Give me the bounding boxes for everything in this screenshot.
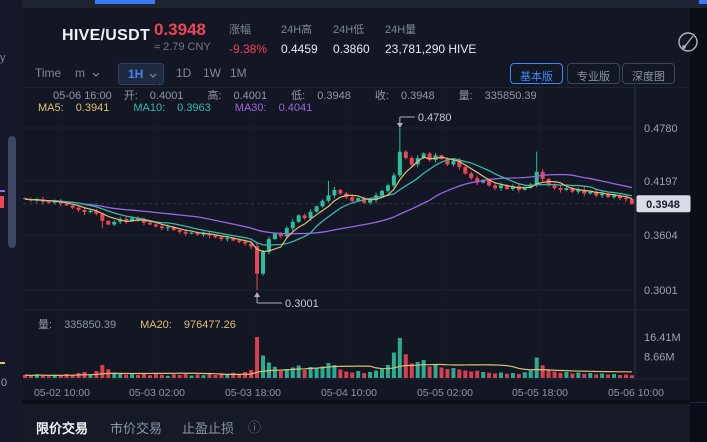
palette-icon[interactable]: [676, 30, 700, 54]
chevron-down-icon: [92, 66, 100, 80]
ma-legend: MA5: 0.3941 MA10: 0.3963 MA30: 0.4041: [38, 102, 336, 114]
top-progress-bar-end: [699, 0, 707, 4]
tab-limit-order[interactable]: 限价交易: [36, 421, 89, 436]
tab-market-order[interactable]: 市价交易: [110, 421, 163, 436]
high-value: 0.4459: [281, 42, 318, 56]
stat-24h-high: 24H高 0.4459: [281, 24, 318, 56]
left-panel-chart-fragment: [0, 196, 4, 208]
stat-change: 涨幅 -9.38%: [229, 24, 268, 56]
change-value: -9.38%: [229, 42, 268, 56]
volume-value: 23,781,290 HIVE: [385, 42, 477, 56]
top-progress-bar: [95, 0, 155, 4]
low-value: 0.3860: [333, 42, 370, 56]
volume-ma20-value: MA20: 976477.26: [140, 319, 236, 331]
stat-24h-volume: 24H量 23,781,290 HIVE: [385, 24, 477, 56]
left-panel-chart-fragment: [0, 362, 5, 364]
interval-1m-button[interactable]: 1M: [230, 66, 247, 80]
fiat-price: ≈ 2.79 CNY: [154, 41, 211, 53]
pair-title: HIVE/USDT: [62, 27, 151, 44]
last-price: 0.3948: [154, 20, 206, 39]
tab-stop-order[interactable]: 止盈止损: [182, 421, 235, 436]
interval-1w-button[interactable]: 1W: [203, 66, 221, 80]
left-panel-chart-fragment: [0, 190, 5, 192]
left-side-panel: y 0: [0, 0, 22, 442]
volume-legend: 量: 335850.39 MA20: 976477.26: [38, 316, 260, 332]
stat-24h-low: 24H低 0.3860: [333, 24, 370, 56]
interval-1d-button[interactable]: 1D: [176, 66, 192, 80]
divider: [690, 402, 707, 403]
candle-time: 05-06 16:00: [53, 90, 112, 102]
left-panel-text-fragment: y: [0, 52, 6, 64]
chevron-down-icon: [149, 67, 157, 81]
view-basic-button[interactable]: 基本版: [510, 63, 563, 84]
minute-interval-dropdown[interactable]: m: [75, 66, 100, 80]
ma5-value: MA5: 0.3941: [38, 102, 110, 114]
ma30-value: MA30: 0.4041: [234, 102, 313, 114]
trade-tab-bar: 限价交易 市价交易 止盈止损 ⓘ: [22, 404, 690, 442]
interval-time-button[interactable]: Time: [35, 66, 62, 80]
view-pro-button[interactable]: 专业版: [567, 63, 620, 84]
chart-card: HIVE/USDT 0.3948 ≈ 2.79 CNY 涨幅 -9.38% 24…: [22, 8, 698, 400]
scrollbar-thumb[interactable]: [8, 136, 16, 248]
ma10-value: MA10: 0.3963: [133, 102, 211, 114]
chart-toolbar: Time m 1H 1D 1W 1M 基本版 专业版 深度图: [22, 60, 690, 88]
left-panel-text-fragment: 0: [1, 377, 8, 389]
volume-value-label: 量: 335850.39: [38, 319, 117, 331]
hour-interval-dropdown-active[interactable]: 1H: [118, 63, 164, 85]
view-depth-button[interactable]: 深度图: [622, 63, 675, 84]
info-icon[interactable]: ⓘ: [248, 420, 262, 435]
ohlc-legend: 05-06 16:00 开: 0.4001 高: 0.4001 低: 0.3948 收: 0.3…: [53, 90, 537, 102]
top-strip: [22, 0, 707, 8]
